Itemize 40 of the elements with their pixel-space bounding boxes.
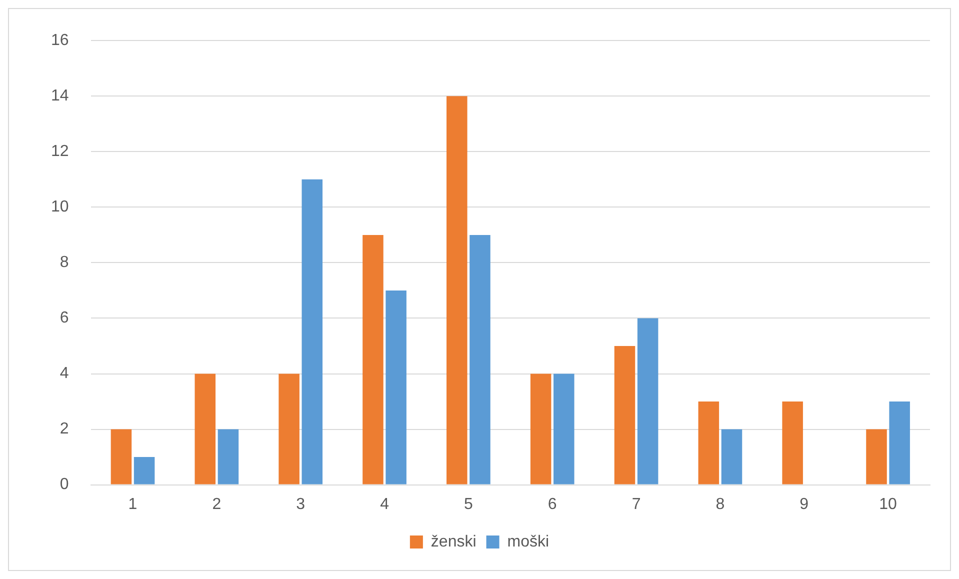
x-tick-label: 6: [548, 496, 557, 513]
bar: [194, 374, 216, 484]
y-tick-label: 16: [51, 32, 69, 50]
bar: [446, 96, 468, 484]
bar: [530, 374, 552, 484]
bar: [218, 429, 239, 484]
x-tick-label: 7: [632, 496, 641, 513]
x-tick-label: 10: [879, 496, 898, 513]
bar: [134, 457, 155, 484]
x-tick-label: 1: [128, 496, 138, 513]
y-tick-label: 14: [51, 88, 69, 105]
y-tick-label: 10: [51, 198, 69, 216]
x-tick-label: 2: [212, 496, 222, 513]
legend-label: ženski: [430, 533, 476, 550]
bar: [698, 402, 720, 484]
y-tick-label: 6: [60, 310, 69, 327]
bar: [302, 179, 323, 484]
x-tick-label: 4: [380, 496, 390, 513]
bar: [386, 290, 406, 484]
y-tick-label: 0: [60, 476, 69, 494]
bar: [362, 234, 384, 484]
bar: [889, 402, 910, 484]
legend-label: moški: [507, 533, 550, 550]
bar: [554, 374, 574, 484]
bar: [110, 429, 132, 484]
bar: [866, 429, 887, 484]
x-tick-label: 9: [800, 496, 809, 513]
bar: [614, 346, 636, 484]
bar: [470, 234, 490, 484]
x-tick-label: 3: [296, 496, 306, 513]
bar: [782, 402, 803, 484]
y-tick-label: 12: [51, 143, 69, 160]
bar: [278, 374, 300, 484]
bar: [721, 429, 742, 484]
y-tick-label: 2: [60, 420, 69, 438]
x-tick-label: 8: [716, 496, 725, 513]
y-tick-label: 4: [60, 365, 69, 382]
x-tick-label: 5: [464, 496, 473, 513]
y-tick-label: 8: [60, 254, 69, 272]
bar: [637, 318, 658, 484]
